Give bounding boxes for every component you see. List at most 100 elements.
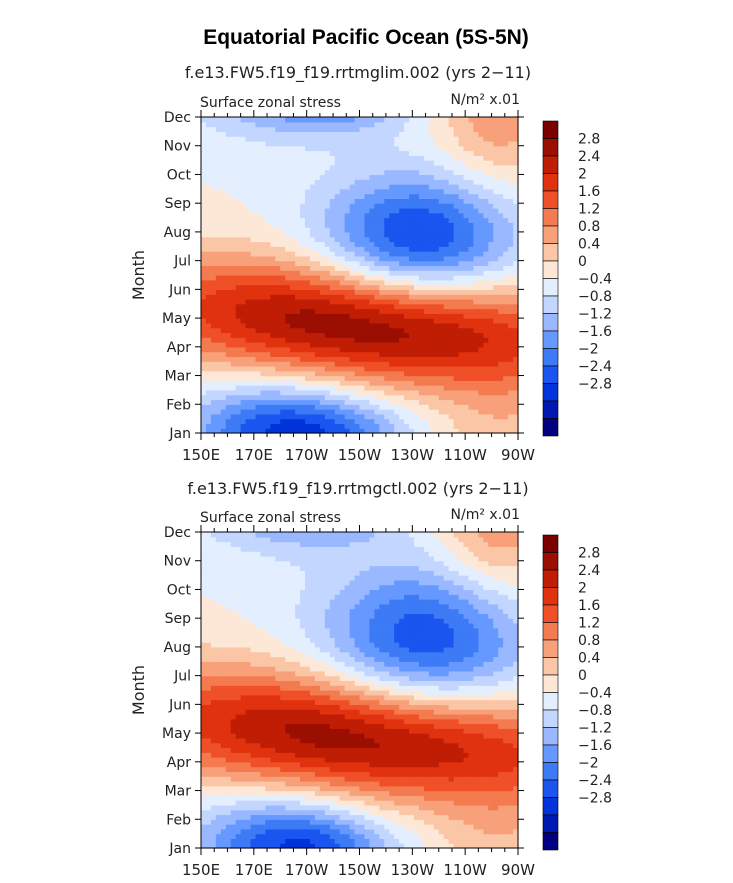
heatmap-cell xyxy=(201,193,207,199)
y-tick-label: Jul xyxy=(173,254,191,270)
heatmap-cell xyxy=(295,370,301,377)
heatmap-cell xyxy=(428,342,435,348)
heatmap-cell xyxy=(339,198,346,204)
heatmap-cell xyxy=(260,843,266,849)
heatmap-cell xyxy=(255,136,262,142)
heatmap-cell xyxy=(423,164,430,171)
heatmap-cell xyxy=(290,140,296,147)
heatmap-cell xyxy=(349,332,356,338)
heatmap-cell xyxy=(448,308,455,314)
heatmap-cell xyxy=(369,260,375,267)
heatmap-cell xyxy=(275,394,281,401)
heatmap-cell xyxy=(215,193,222,199)
heatmap-cell xyxy=(404,217,410,223)
heatmap-cell xyxy=(394,227,400,233)
heatmap-cell xyxy=(260,121,266,128)
heatmap-cell xyxy=(493,399,499,405)
heatmap-cell xyxy=(473,207,479,214)
heatmap-cell xyxy=(324,824,331,830)
heatmap-cell xyxy=(413,298,420,305)
heatmap-cell xyxy=(379,322,385,329)
heatmap-cell xyxy=(374,289,380,295)
heatmap-cell xyxy=(354,361,361,367)
heatmap-cell xyxy=(413,380,420,386)
heatmap-cell xyxy=(369,140,375,147)
heatmap-cell xyxy=(468,212,475,219)
heatmap-cell xyxy=(314,289,321,295)
heatmap-cell xyxy=(201,809,207,816)
heatmap-cell xyxy=(409,251,415,257)
heatmap-cell xyxy=(513,265,519,271)
heatmap-cell xyxy=(210,833,217,840)
heatmap-cell xyxy=(265,217,271,223)
heatmap-cell xyxy=(255,351,262,357)
heatmap-cell xyxy=(210,164,217,171)
heatmap-cell xyxy=(433,843,440,849)
heatmap-cell xyxy=(215,241,222,247)
heatmap-cell xyxy=(349,184,356,190)
heatmap-cell xyxy=(423,814,430,820)
heatmap-cell xyxy=(250,394,257,401)
heatmap-cell xyxy=(483,298,489,305)
heatmap-cell xyxy=(463,184,470,190)
heatmap-cell xyxy=(409,303,415,310)
heatmap-cell xyxy=(379,289,385,295)
heatmap-cell xyxy=(265,423,271,429)
heatmap-cell xyxy=(478,838,484,844)
heatmap-cell xyxy=(404,308,410,314)
heatmap-cell xyxy=(453,804,460,811)
heatmap-cell xyxy=(324,351,331,357)
heatmap-cell xyxy=(265,227,271,233)
heatmap-cell xyxy=(438,198,445,204)
heatmap-cell xyxy=(463,399,470,405)
heatmap-cell xyxy=(418,303,425,310)
heatmap-cell xyxy=(413,322,420,329)
heatmap-cell xyxy=(404,294,410,300)
heatmap-cell xyxy=(240,332,247,338)
heatmap-cell xyxy=(280,279,286,286)
heatmap-cell xyxy=(443,342,450,348)
heatmap-cell xyxy=(404,284,410,290)
heatmap-cell xyxy=(235,409,242,415)
heatmap-cell xyxy=(369,413,375,420)
heatmap-cell xyxy=(413,365,420,372)
heatmap-cell xyxy=(438,265,445,271)
heatmap-cell xyxy=(418,265,425,271)
heatmap-cell xyxy=(369,212,375,219)
heatmap-cell xyxy=(309,174,316,180)
heatmap-cell xyxy=(498,131,504,137)
heatmap-cell xyxy=(225,365,232,372)
heatmap-cell xyxy=(290,814,296,820)
heatmap-cell xyxy=(389,375,395,381)
heatmap-cell xyxy=(409,361,415,367)
panel-top: f.e13.FW5.f19_f19.rrtmglim.002 (yrs 2−11… xyxy=(129,63,612,464)
heatmap-cell xyxy=(305,394,311,401)
heatmap-cell xyxy=(255,346,262,353)
heatmap-cell xyxy=(409,318,415,324)
heatmap-cell xyxy=(319,174,326,180)
heatmap-cell xyxy=(443,227,450,233)
heatmap-cell xyxy=(468,193,475,199)
heatmap-cell xyxy=(443,117,450,123)
heatmap-cell xyxy=(220,409,227,415)
heatmap-cell xyxy=(423,804,430,811)
heatmap-cell xyxy=(324,337,331,343)
heatmap-cell xyxy=(448,327,455,334)
heatmap-cell xyxy=(329,375,336,381)
heatmap-cell xyxy=(319,332,326,338)
heatmap-cell xyxy=(483,418,489,425)
heatmap-cell xyxy=(374,298,380,305)
heatmap-cell xyxy=(508,255,514,262)
heatmap-cell xyxy=(384,394,390,401)
heatmap-cell xyxy=(235,804,242,811)
heatmap-cell xyxy=(215,150,222,156)
heatmap-cell xyxy=(404,409,410,415)
heatmap-cell xyxy=(448,121,455,128)
heatmap-cell xyxy=(503,375,509,381)
heatmap-cell xyxy=(493,231,499,238)
heatmap-cell xyxy=(334,313,341,319)
heatmap-cell xyxy=(319,365,326,372)
heatmap-cell xyxy=(394,380,400,386)
heatmap-cell xyxy=(285,117,291,123)
heatmap-cell xyxy=(205,231,212,238)
